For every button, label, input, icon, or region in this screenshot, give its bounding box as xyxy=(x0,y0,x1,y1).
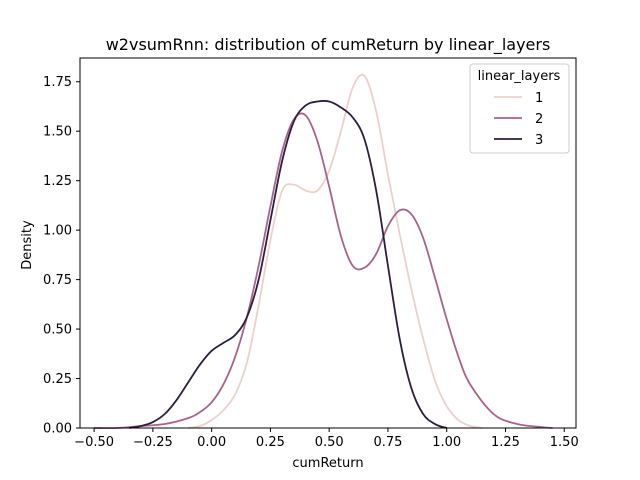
legend-label-1: 1 xyxy=(535,91,543,106)
x-tick-label: 1.50 xyxy=(550,435,579,450)
x-tick-label: 0.00 xyxy=(197,435,226,450)
x-tick-label: 0.75 xyxy=(373,435,402,450)
chart-title: w2vsumRnn: distribution of cumReturn by … xyxy=(106,35,551,55)
y-tick-label: 0.00 xyxy=(43,422,72,437)
legend-label-3: 3 xyxy=(535,133,543,148)
y-tick-label: 1.00 xyxy=(43,224,72,239)
x-axis-label: cumReturn xyxy=(292,456,363,471)
legend-entries: 1 2 3 xyxy=(494,91,543,148)
series-line-3 xyxy=(129,100,447,429)
y-axis-label: Density xyxy=(20,220,35,270)
legend-box xyxy=(469,63,570,154)
y-tick-label: 1.50 xyxy=(43,125,72,140)
plot-area-frame xyxy=(79,57,577,429)
x-tick-label: 1.25 xyxy=(491,435,520,450)
x-tick-label: 0.50 xyxy=(315,435,344,450)
y-axis: 0.00 0.25 0.50 0.75 1.00 1.25 1.50 1.75 xyxy=(43,75,80,437)
series-line-1 xyxy=(187,73,483,429)
x-tick-label: −0.50 xyxy=(74,435,114,450)
x-tick-label: 0.25 xyxy=(256,435,285,450)
series-line-2 xyxy=(94,112,553,430)
y-tick-label: 0.75 xyxy=(43,273,72,288)
x-tick-label: −0.25 xyxy=(133,435,173,450)
y-tick-label: 0.50 xyxy=(43,323,72,338)
x-tick-label: 1.00 xyxy=(432,435,461,450)
legend-label-2: 2 xyxy=(535,112,543,127)
x-axis: −0.50 −0.25 0.00 0.25 0.50 0.75 1.00 1.25 1.50 xyxy=(74,428,579,450)
legend-title: linear_layers xyxy=(478,69,561,84)
legend: linear_layers 1 2 3 xyxy=(469,63,570,154)
y-tick-label: 1.75 xyxy=(43,75,72,90)
series-layer xyxy=(94,73,553,430)
y-tick-label: 1.25 xyxy=(43,174,72,189)
y-tick-label: 0.25 xyxy=(43,372,72,387)
